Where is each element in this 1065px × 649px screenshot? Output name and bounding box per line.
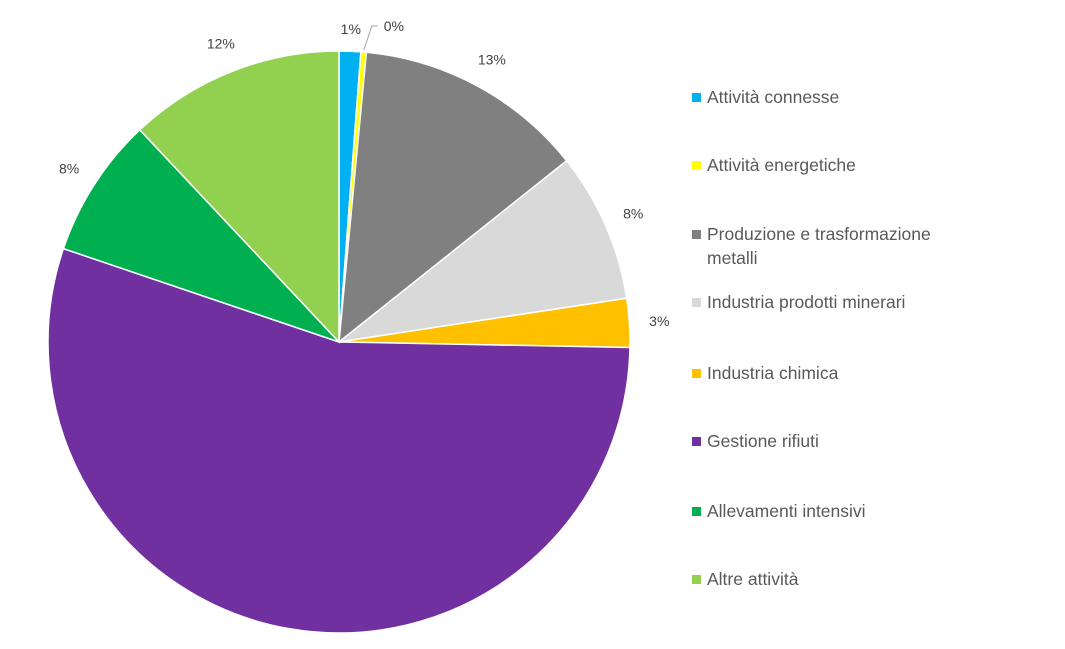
pie-slice — [62, 128, 340, 343]
legend-label: Gestione rifiuti — [707, 431, 819, 451]
legend-label: Attività connesse — [707, 87, 840, 107]
data-label: 8% — [59, 160, 79, 176]
pie-slice — [47, 247, 631, 634]
legend-label: Allevamenti intensivi — [707, 501, 866, 521]
legend-swatch — [692, 161, 701, 170]
legend-swatch — [692, 93, 701, 102]
data-label: 13% — [478, 52, 506, 68]
legend-swatch — [692, 369, 701, 378]
data-label: 12% — [207, 36, 235, 52]
legend-label: Industria chimica — [707, 363, 839, 383]
legend-item: Industria chimica — [692, 361, 977, 385]
legend-label: Industria prodotti minerari — [707, 292, 906, 312]
legend-item: Attività energetiche — [692, 153, 977, 177]
data-label: 0% — [384, 18, 404, 34]
legend-swatch — [692, 507, 701, 516]
legend-swatch — [692, 575, 701, 584]
pie-slice — [138, 50, 340, 344]
legend-item: Industria prodotti minerari — [692, 290, 977, 314]
legend-item: Attività connesse — [692, 85, 977, 109]
data-label: 3% — [649, 313, 669, 329]
legend-item: Allevamenti intensivi — [692, 499, 977, 523]
legend-item: Produzione e trasformazione metalli — [692, 222, 977, 270]
legend-label: Produzione e trasformazione metalli — [707, 224, 931, 268]
pie-slice — [336, 159, 628, 344]
legend-swatch — [692, 298, 701, 307]
legend-label: Altre attività — [707, 569, 799, 589]
legend-item: Gestione rifiuti — [692, 429, 977, 453]
legend-item: Altre attività — [692, 567, 977, 591]
legend-label: Attività energetiche — [707, 155, 856, 175]
data-label: 1% — [341, 21, 361, 37]
data-label: 8% — [623, 206, 643, 222]
legend-swatch — [692, 437, 701, 446]
leader-line — [363, 25, 378, 51]
legend-swatch — [692, 230, 701, 239]
pie-slice — [338, 51, 568, 344]
